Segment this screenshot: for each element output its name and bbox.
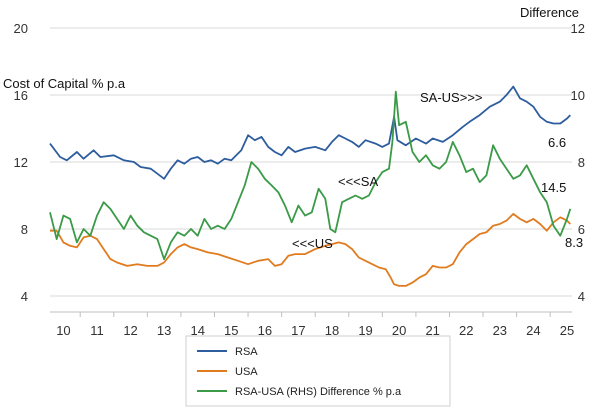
left-tick-label: 20 — [14, 21, 28, 36]
legend-box — [185, 335, 451, 407]
right-tick-label: 4 — [578, 289, 585, 304]
right-tick-label: 8 — [578, 155, 585, 170]
x-tick-label: 16 — [258, 323, 272, 338]
left-axis-ticks: 4 8 12 16 20 — [14, 21, 28, 304]
right-tick-label: 10 — [571, 88, 585, 103]
x-tick-label: 17 — [291, 323, 305, 338]
annotation-sa-us: SA-US>>> — [420, 90, 483, 105]
legend-item-rsa: RSA — [197, 346, 258, 358]
legend-item-difference: RSA-USA (RHS) Difference % p.a — [197, 386, 402, 398]
x-tick-label: 10 — [56, 323, 70, 338]
left-tick-label: 16 — [14, 88, 28, 103]
x-tick-label: 14 — [190, 323, 204, 338]
left-tick-label: 8 — [21, 222, 28, 237]
x-tick-label: 25 — [560, 323, 574, 338]
right-axis-ticks: 4 6 8 10 12 — [571, 21, 585, 304]
series-line-rsa-usa — [49, 90, 572, 261]
x-tick-label: 23 — [493, 323, 507, 338]
annotation-us: <<<US — [292, 236, 333, 251]
end-label-usa: 8.3 — [565, 235, 583, 250]
x-tick-label: 22 — [459, 323, 473, 338]
legend-label-rsa: RSA — [235, 346, 258, 358]
end-label-rsa: 14.5 — [541, 180, 566, 195]
x-tick-label: 21 — [425, 323, 439, 338]
x-tick-label: 24 — [526, 323, 540, 338]
left-tick-label: 4 — [21, 289, 28, 304]
left-tick-label: 12 — [14, 155, 28, 170]
end-label-diff: 6.6 — [548, 135, 566, 150]
x-tick-label: 13 — [157, 323, 171, 338]
x-axis-ticks: 10 11 12 13 14 15 16 17 18 19 20 21 22 23 24 25 — [56, 312, 574, 338]
series-line-usa — [50, 213, 571, 287]
left-axis-title: Cost of Capital % p.a — [3, 76, 126, 91]
x-tick-label: 11 — [90, 323, 104, 338]
series-line-rsa — [49, 85, 571, 180]
series-layer — [49, 85, 572, 287]
right-axis-title: Difference — [520, 5, 579, 20]
gridlines — [50, 27, 572, 297]
x-tick-label: 20 — [392, 323, 406, 338]
x-tick-label: 18 — [325, 323, 339, 338]
legend-label-difference: RSA-USA (RHS) Difference % p.a — [235, 386, 402, 398]
right-tick-label: 12 — [571, 21, 585, 36]
x-tick-label: 19 — [358, 323, 372, 338]
annotation-sa: <<<SA — [338, 174, 378, 189]
x-tick-label: 15 — [224, 323, 238, 338]
legend-label-usa: USA — [235, 366, 258, 378]
right-tick-label: 6 — [578, 222, 585, 237]
legend-item-usa: USA — [197, 366, 258, 378]
x-tick-label: 12 — [123, 323, 137, 338]
legend: RSA USA RSA-USA (RHS) Difference % p.a — [185, 335, 451, 407]
